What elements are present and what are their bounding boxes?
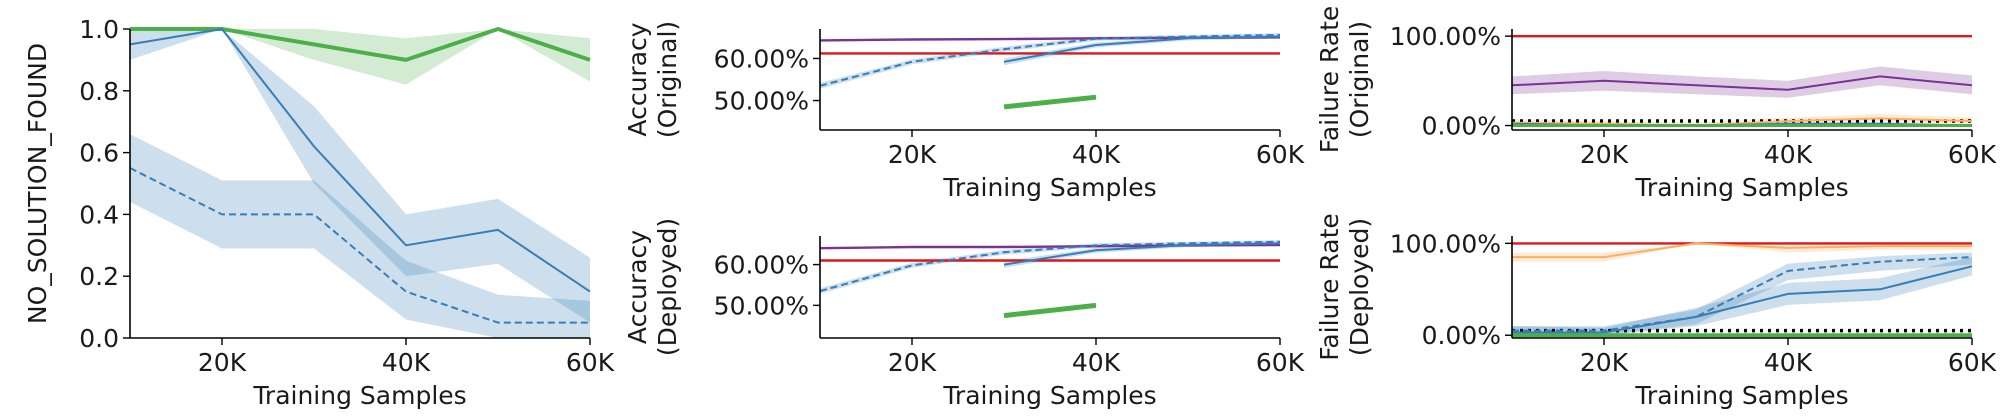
- y-axis-label: Accuracy(Original): [623, 21, 682, 138]
- y-tick-label: 0.00%: [1422, 112, 1501, 141]
- y-tick-label: 100.00%: [1390, 229, 1501, 258]
- x-tick-label: 60K: [1948, 348, 1997, 377]
- x-tick-label: 20K: [1580, 140, 1629, 169]
- series-line-no-solution-2: [129, 167, 590, 324]
- band-accuracy-original-2: [820, 33, 1280, 89]
- band-failure-original-1: [1512, 66, 1972, 98]
- x-axis-label: Training Samples: [252, 381, 466, 410]
- y-tick-label: 100.00%: [1390, 22, 1501, 51]
- x-axis-label: Training Samples: [1634, 381, 1848, 410]
- x-tick-label: 60K: [566, 348, 615, 377]
- y-tick-label: 0.8: [79, 77, 119, 106]
- series-line-failure-deployed-2: [1512, 256, 1973, 332]
- x-axis-label: Training Samples: [942, 173, 1156, 202]
- series-line-accuracy-deployed-3: [1003, 242, 1281, 266]
- panel-accuracy-deployed: 20K 40K 60K 50.00% 60.00% Training Samples Acc…: [623, 218, 1305, 410]
- y-axis-label: Accuracy(Deployed): [623, 218, 682, 356]
- series-line-accuracy-original-4: [1003, 94, 1097, 110]
- series-line-failure-deployed-3: [1512, 265, 1973, 334]
- series-line-no-solution-1: [129, 28, 591, 293]
- x-tick-label: 60K: [1256, 348, 1305, 377]
- x-tick-label: 20K: [888, 140, 937, 169]
- y-tick-label: 60.00%: [714, 251, 809, 280]
- series-line-failure-original-1: [1511, 75, 1973, 91]
- band-no-solution-0: [130, 29, 590, 85]
- series-line-accuracy-deployed-2: [819, 240, 1281, 293]
- x-tick-label: 20K: [1580, 348, 1629, 377]
- x-axis-label: Training Samples: [1634, 173, 1848, 202]
- series-line-no-solution-0: [130, 27, 591, 62]
- x-tick-label: 60K: [1256, 140, 1305, 169]
- x-tick-label: 40K: [382, 348, 431, 377]
- y-tick-label: 1.0: [79, 15, 119, 44]
- series-line-accuracy-original-3: [1003, 35, 1281, 63]
- y-tick-label: 50.00%: [714, 291, 809, 320]
- y-axis-label: Failure Rate(Original): [1315, 6, 1374, 154]
- series-line-accuracy-original-2: [819, 33, 1281, 87]
- y-tick-label: 0.6: [79, 139, 119, 168]
- series-line-failure-original-2: [1511, 117, 1973, 127]
- band-no-solution-2: [130, 134, 590, 338]
- band-accuracy-deployed-2: [820, 240, 1280, 294]
- y-tick-label: 0.0: [79, 324, 119, 353]
- band-failure-deployed-3: [1512, 257, 1972, 336]
- y-tick-label: 0.4: [79, 200, 119, 229]
- y-tick-label: 50.00%: [714, 87, 809, 116]
- band-no-solution-1: [130, 29, 590, 323]
- x-tick-label: 40K: [1764, 140, 1813, 169]
- series-line-accuracy-deployed-4: [1003, 302, 1097, 319]
- x-tick-label: 20K: [198, 348, 247, 377]
- panel-failure-original: 20K 40K 60K 0.00% 100.00% Training Samples Fai…: [1315, 6, 1997, 202]
- y-tick-label: 60.00%: [714, 44, 809, 73]
- x-tick-label: 60K: [1948, 140, 1997, 169]
- y-tick-label: 0.00%: [1422, 321, 1501, 350]
- y-axis-label: Failure Rate(Deployed): [1315, 213, 1374, 361]
- panel-no-solution: 20K 40K 60K 0.0 0.2 0.4 0.6 0.8 1.0 Training Samp…: [23, 15, 615, 410]
- x-tick-label: 40K: [1764, 348, 1813, 377]
- series-line-failure-deployed-1: [1512, 242, 1972, 259]
- panel-accuracy-original: 20K 40K 60K 50.00% 60.00% Training Samples Acc…: [623, 21, 1305, 202]
- x-tick-label: 40K: [1072, 140, 1121, 169]
- y-axis-label: NO_SOLUTION_FOUND: [23, 43, 52, 324]
- panel-failure-deployed: 20K 40K 60K 0.00% 100.00% Training Samples Fai…: [1315, 213, 1997, 410]
- band-failure-deployed-1: [1512, 243, 1972, 262]
- x-tick-label: 40K: [1072, 348, 1121, 377]
- y-tick-label: 0.2: [79, 262, 119, 291]
- x-tick-label: 20K: [888, 348, 937, 377]
- x-axis-label: Training Samples: [942, 381, 1156, 410]
